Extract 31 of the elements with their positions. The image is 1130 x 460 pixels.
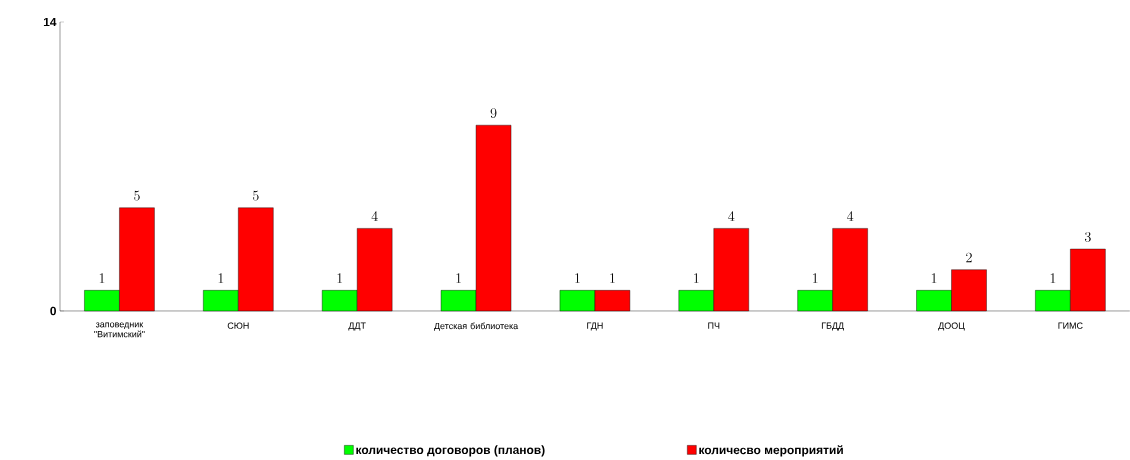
data-label: 1: [337, 273, 343, 284]
data-label: 4: [847, 211, 854, 222]
data-label: 1: [456, 273, 461, 284]
x-tick-label: Детская библиотека: [434, 322, 519, 332]
legend-label: количество договоров (планов): [356, 445, 545, 457]
data-label: 3: [1084, 232, 1091, 243]
x-tick-label: СЮН: [227, 322, 249, 330]
data-label: 2: [966, 252, 972, 263]
x-tick-label: ГИМС: [1058, 322, 1083, 330]
y-tick-label: 14: [43, 18, 57, 27]
x-tick-label: ГБДД: [821, 322, 844, 331]
legend-label: количесво мероприятий: [699, 445, 843, 457]
x-tick-label: ДООЦ: [938, 322, 965, 331]
data-label: 1: [1050, 273, 1056, 284]
data-label: 1: [610, 273, 615, 284]
data-label: 1: [99, 273, 105, 284]
data-label: 1: [812, 273, 818, 284]
data-label: 1: [575, 273, 580, 284]
data-label: 9: [490, 108, 497, 119]
data-label: 5: [134, 190, 140, 201]
data-label: 1: [218, 273, 224, 284]
x-tick-label: заповедник "Витимский": [94, 322, 145, 338]
x-tick-label: ПЧ: [708, 322, 720, 329]
data-label: 1: [931, 273, 937, 284]
x-tick-label: ДДТ: [348, 322, 366, 331]
data-label: 4: [371, 211, 378, 222]
data-label: 1: [694, 273, 699, 284]
data-label: 5: [252, 190, 259, 201]
y-tick-label: 0: [50, 306, 56, 316]
data-label: 4: [728, 211, 735, 222]
x-tick-label: ГДН: [587, 322, 603, 331]
